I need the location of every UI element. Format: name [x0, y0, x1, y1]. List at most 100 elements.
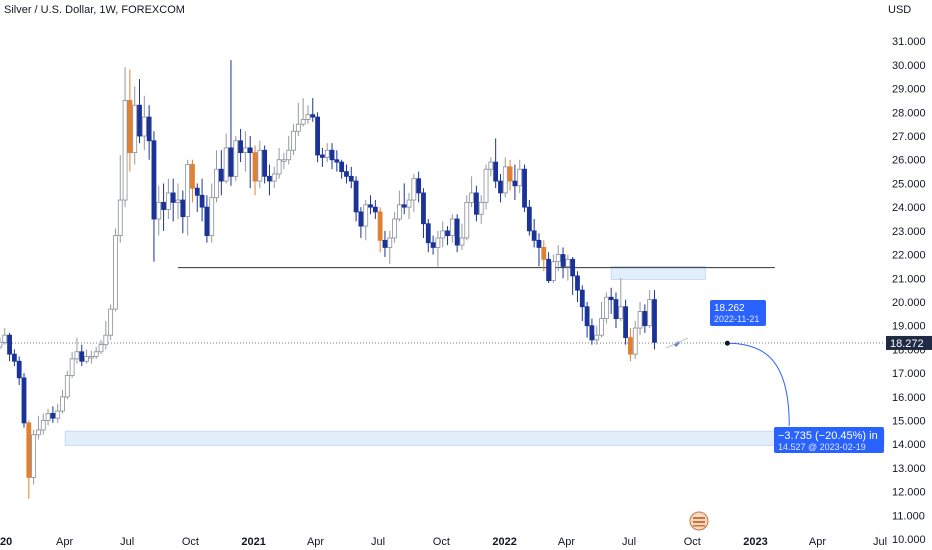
candle-body-112	[517, 168, 523, 187]
projection-end-label: 14.527 @ 2023-02-19	[778, 442, 866, 452]
x-tick-5: Apr	[307, 536, 324, 548]
candle-body-121	[560, 254, 566, 267]
candle-body-29	[117, 199, 123, 237]
x-tick-14: Jul	[873, 536, 887, 548]
candle-body-58	[257, 149, 263, 182]
candle-body-68	[305, 114, 311, 120]
candle-body-52	[228, 147, 234, 177]
candle-body-77	[348, 175, 354, 182]
candle-body-32	[132, 104, 138, 154]
candle-body-44	[190, 164, 195, 189]
candle-body-22	[84, 356, 89, 362]
candle-body-20	[74, 351, 80, 360]
candle-body-122	[565, 258, 571, 267]
candle-body-105	[483, 168, 489, 203]
candle-body-26	[103, 334, 109, 346]
tool-line	[665, 337, 689, 349]
candle-body-67	[300, 119, 306, 125]
candle-body-111	[512, 180, 518, 187]
candle-body-126	[584, 306, 590, 327]
candle-body-84	[382, 239, 388, 248]
candle-body-23	[88, 356, 94, 359]
candle-body-64	[286, 149, 292, 161]
y-tick-16: 26.000	[892, 155, 926, 167]
candle-body-95	[435, 237, 441, 248]
candle-body-96	[440, 230, 446, 239]
candle-body-81	[368, 204, 373, 208]
candle-body-49	[214, 168, 219, 199]
candle-body-38	[161, 202, 166, 210]
candle-body-24	[93, 351, 99, 357]
candle-body-129	[599, 318, 604, 336]
candle-body-128	[594, 334, 600, 341]
candle-body-74	[334, 159, 340, 163]
x-tick-3: Oct	[182, 536, 199, 548]
flag-stripe-2	[693, 521, 705, 523]
candle-body-98	[449, 218, 455, 237]
candle-body-59	[262, 149, 268, 177]
candle-body-123	[570, 258, 576, 277]
last-price-box	[886, 335, 932, 350]
candle-body-114	[526, 206, 532, 232]
candle-body-79	[358, 211, 364, 227]
y-tick-3: 13.000	[892, 463, 926, 475]
candle-body-47	[204, 206, 210, 237]
candles-layer	[0, 60, 657, 499]
candle-body-80	[363, 204, 369, 227]
projection-start-price: 18.262	[714, 303, 745, 314]
x-tick-7: Oct	[433, 536, 450, 548]
y-tick-21: 31.000	[892, 36, 926, 48]
last-price-label: 18.272	[890, 338, 924, 350]
candle-body-17	[60, 396, 65, 412]
candle-body-63	[281, 159, 287, 162]
candle-body-131	[608, 296, 614, 301]
y-tick-17: 27.000	[892, 131, 926, 143]
candle-body-115	[531, 230, 537, 241]
y-tick-2: 12.000	[892, 487, 926, 499]
y-tick-15: 25.000	[892, 178, 926, 190]
projection-start-box	[710, 300, 766, 326]
y-tick-13: 23.000	[892, 226, 926, 238]
y-tick-11: 21.000	[892, 273, 926, 285]
candle-body-83	[377, 211, 383, 241]
projection-arc	[727, 342, 790, 426]
candle-body-102	[469, 192, 474, 203]
y-tick-10: 20.000	[892, 297, 926, 309]
flag-stripe-3	[693, 525, 705, 527]
candle-body-99	[454, 218, 460, 246]
candle-body-108	[498, 180, 503, 194]
projection-change-label: −3.735 (−20.45%) in	[778, 430, 878, 442]
candle-body-107	[493, 161, 499, 182]
candle-body-45	[194, 187, 200, 196]
candle-body-135	[628, 337, 633, 355]
y-tick-1: 11.000	[892, 510, 925, 522]
candle-body-69	[310, 114, 316, 118]
candle-body-116	[536, 239, 542, 248]
candle-body-106	[488, 161, 494, 170]
projection-start-dot	[724, 340, 730, 346]
candle-body-118	[546, 258, 552, 282]
candle-body-54	[238, 140, 243, 154]
axes-layer: 10.000 11.000 12.000 13.000 14.000 15.000 16.0…	[0, 36, 932, 548]
x-tick-4: 2021	[241, 536, 265, 548]
candle-body-75	[339, 161, 345, 172]
candle-body-18	[64, 375, 70, 398]
candle-body-139	[647, 299, 653, 327]
candle-body-37	[156, 202, 162, 220]
candle-body-56	[247, 147, 253, 154]
candle-body-133	[618, 306, 624, 319]
candle-body-113	[522, 168, 527, 208]
candle-body-60	[267, 175, 272, 182]
y-tick-9: 19.000	[892, 321, 926, 333]
y-tick-4: 14.000	[892, 439, 926, 451]
candle-body-21	[79, 351, 85, 362]
candle-body-30	[122, 100, 128, 201]
candle-body-124	[575, 275, 580, 291]
candle-body-65	[291, 130, 296, 151]
candle-body-137	[637, 311, 643, 329]
candle-body-93	[425, 223, 431, 244]
candle-body-100	[459, 237, 465, 246]
candle-body-85	[387, 237, 393, 248]
zones-layer	[64, 265, 885, 446]
